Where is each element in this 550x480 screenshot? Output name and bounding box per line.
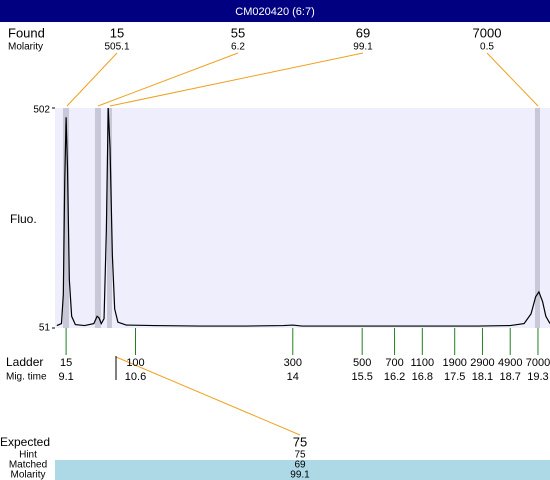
ladder-size: 7000 — [526, 357, 550, 369]
mig-time: 15.5 — [351, 371, 372, 383]
found-size: 69 — [356, 25, 370, 40]
mig-time: 9.1 — [58, 371, 73, 383]
found-molarity: 505.1 — [104, 42, 129, 53]
ladder-size: 100 — [126, 357, 144, 369]
connector — [486, 52, 539, 107]
connector — [66, 52, 118, 107]
connector — [115, 356, 301, 436]
ladder-sublabel: Mig. time — [6, 372, 47, 383]
expected-row-label: Matched — [9, 460, 47, 471]
peak-bands — [63, 108, 540, 328]
ladder-size: 300 — [284, 357, 302, 369]
found-size: 7000 — [473, 25, 502, 40]
peak-connectors — [66, 52, 539, 436]
expected-row-label: Molarity — [10, 470, 45, 480]
found-molarity: 99.1 — [353, 42, 373, 53]
mig-time: 10.6 — [125, 371, 146, 383]
ladder-label: Ladder — [6, 355, 43, 369]
ladder-size: 1900 — [442, 357, 466, 369]
ladder-size: 1100 — [410, 357, 434, 369]
plot-area — [55, 108, 550, 328]
ladder-size: 4900 — [498, 357, 522, 369]
expected-row-value: 69 — [294, 460, 306, 471]
found-molarity: 6.2 — [231, 42, 245, 53]
title-bar — [0, 0, 550, 22]
matched-band — [55, 460, 550, 480]
trace — [56, 107, 550, 327]
mig-time: 16.2 — [384, 371, 405, 383]
mig-time: 17.5 — [444, 371, 465, 383]
found-label: Found — [8, 25, 45, 40]
peak-band — [535, 108, 540, 328]
mig-time: 14 — [287, 371, 299, 383]
y-tick-label: 502 — [33, 105, 50, 116]
y-tick-label: 51 — [39, 323, 51, 334]
window-title: CM020420 (6:7) — [235, 6, 315, 18]
found-molarity: 0.5 — [480, 42, 494, 53]
expected-label: Expected — [0, 435, 50, 449]
found-sublabel: Molarity — [8, 42, 43, 53]
peak-band — [107, 108, 112, 328]
peak-band — [63, 108, 69, 328]
mig-time: 16.8 — [412, 371, 433, 383]
expected-row-value: 75 — [294, 450, 306, 461]
found-size: 55 — [231, 25, 245, 40]
ladder-size: 700 — [385, 357, 403, 369]
ladder-size: 15 — [60, 357, 72, 369]
connector — [109, 52, 364, 107]
expected-row-value: 99.1 — [290, 470, 310, 480]
ladder-size: 500 — [353, 357, 371, 369]
mig-time: 19.3 — [527, 371, 548, 383]
connector — [97, 52, 239, 107]
y-axis-label: Fluo. — [10, 212, 37, 226]
mig-time: 18.1 — [472, 371, 493, 383]
ladder-size: 2900 — [470, 357, 494, 369]
expected-row-label: Hint — [19, 450, 37, 461]
found-size: 15 — [110, 25, 124, 40]
expected-value: 75 — [293, 434, 307, 449]
peak-band — [95, 108, 101, 328]
mig-time: 18.7 — [500, 371, 521, 383]
